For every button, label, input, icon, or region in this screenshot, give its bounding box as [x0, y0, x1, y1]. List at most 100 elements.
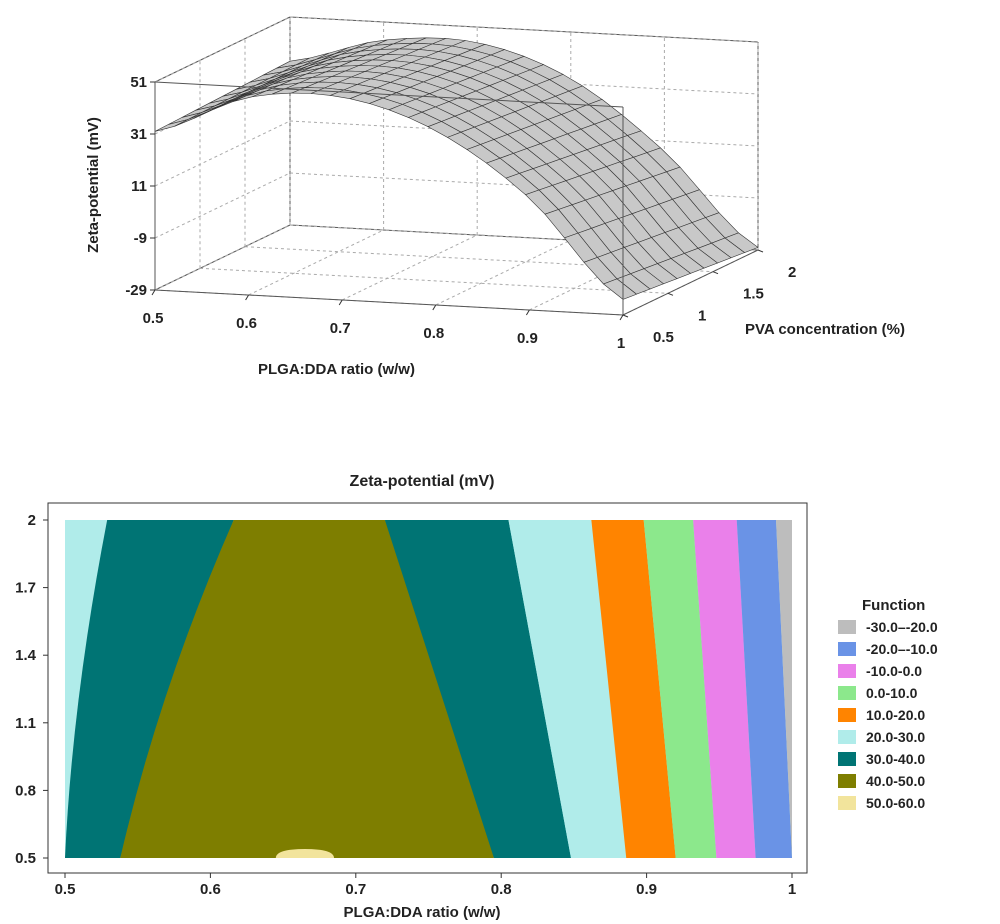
- gridline: [289, 16, 759, 43]
- contour-band-20-30: [508, 520, 627, 858]
- x-tick-label: 0.5: [55, 881, 76, 898]
- x-tick-mark: [525, 309, 530, 316]
- gridline: [199, 267, 669, 294]
- legend-item-label: -30.0–-20.0: [866, 619, 938, 635]
- gridline: [154, 16, 291, 83]
- y-tick-label: 1: [698, 307, 706, 324]
- x-tick-mark: [338, 299, 343, 306]
- legend-swatch: [838, 620, 856, 634]
- legend-swatch: [838, 796, 856, 810]
- surface-y-ticks: 0.5 1 1.5 2: [622, 249, 796, 346]
- contour-plot-frame: [47, 502, 808, 874]
- y-tick-label: 1.5: [743, 286, 764, 303]
- surface-mesh: [154, 37, 759, 300]
- gridline: [154, 172, 291, 239]
- x-tick-mark: [151, 289, 156, 296]
- y-tick-label: 1.4: [15, 647, 37, 664]
- x-tick-mark: [432, 304, 437, 311]
- contour-band-30-40: [384, 520, 571, 858]
- surface-cell: [154, 119, 189, 132]
- y-tick-label: 2: [788, 264, 796, 281]
- y-tick-mark: [757, 249, 764, 253]
- contour-x-ticks: 0.5 0.6 0.7 0.8 0.9 1: [55, 873, 796, 898]
- contour-y-ticks: 0.5 0.8 1.1 1.4 1.7 2: [15, 512, 48, 867]
- contour-plot: Zeta-potential (mV) 0.5 0.6 0.7 0.8 0.9 1 0.5…: [15, 473, 938, 921]
- contour-band--20--10: [736, 520, 792, 858]
- contour-x-axis-label: PLGA:DDA ratio (w/w): [344, 904, 501, 921]
- z-tick-label: 51: [130, 74, 147, 91]
- contour-band-30-40: [65, 520, 234, 858]
- gridline: [248, 229, 384, 296]
- x-tick-label: 0.6: [200, 881, 221, 898]
- gridline: [341, 234, 478, 301]
- box-edge: [154, 289, 624, 316]
- contour-band-10-20: [591, 520, 676, 858]
- surface-z-ticks: -29 -9 11 31 51: [125, 74, 155, 299]
- x-tick-label: 0.9: [636, 881, 657, 898]
- y-tick-label: 0.5: [15, 850, 36, 867]
- legend-item-label: 20.0-30.0: [866, 729, 925, 745]
- surface-cell: [168, 112, 202, 125]
- legend-items: -30.0–-20.0 -20.0–-10.0 -10.0-0.0 0.0-10.0 1…: [838, 619, 938, 811]
- gridline: [154, 224, 291, 291]
- legend-item-label: -10.0-0.0: [866, 663, 922, 679]
- surface-y-axis-label: PVA concentration (%): [745, 321, 905, 338]
- legend: Function -30.0–-20.0 -20.0–-10.0 -10.0-0.0…: [838, 597, 938, 811]
- legend-swatch: [838, 730, 856, 744]
- contour-band-0-10: [643, 520, 717, 858]
- y-tick-mark: [712, 271, 719, 275]
- y-tick-label: 1.1: [15, 715, 36, 732]
- x-tick-label: 0.8: [423, 325, 444, 342]
- legend-title: Function: [862, 597, 925, 614]
- x-tick-label: 0.7: [345, 881, 366, 898]
- legend-swatch: [838, 752, 856, 766]
- y-tick-label: 2: [28, 512, 36, 529]
- surface-x-ticks: 0.5 0.6 0.7 0.8 0.9 1: [143, 289, 625, 352]
- surface-cell: [602, 278, 638, 300]
- z-tick-label: -29: [125, 282, 147, 299]
- contour-band-40-50: [120, 520, 494, 858]
- y-tick-label: 1.7: [15, 580, 36, 597]
- y-tick-mark: [622, 314, 629, 318]
- legend-item-label: 30.0-40.0: [866, 751, 925, 767]
- surface-z-axis-label: Zeta-potential (mV): [85, 117, 102, 253]
- gridline: [154, 120, 291, 187]
- contour-band--10-0: [693, 520, 756, 858]
- x-tick-mark: [619, 314, 624, 321]
- gridline: [435, 239, 572, 306]
- legend-swatch: [838, 664, 856, 678]
- legend-swatch: [838, 686, 856, 700]
- legend-item-label: 10.0-20.0: [866, 707, 925, 723]
- surface-x-axis-label: PLGA:DDA ratio (w/w): [258, 361, 415, 378]
- legend-item-label: 0.0-10.0: [866, 685, 918, 701]
- x-tick-label: 1: [788, 881, 796, 898]
- legend-swatch: [838, 774, 856, 788]
- x-tick-label: 0.9: [517, 330, 538, 347]
- legend-item-label: 40.0-50.0: [866, 773, 925, 789]
- legend-item-label: -20.0–-10.0: [866, 641, 938, 657]
- y-tick-label: 0.8: [15, 782, 36, 799]
- surface-plot: 0.5 0.6 0.7 0.8 0.9 1 0.5 1 1.5 2 -29 -9 11 31 51 PL…: [85, 16, 905, 378]
- x-tick-mark: [245, 294, 250, 301]
- y-tick-label: 0.5: [653, 329, 674, 346]
- contour-band-50-60: [275, 848, 334, 858]
- box-edge: [622, 249, 759, 316]
- x-tick-label: 0.6: [236, 315, 257, 332]
- contour-title: Zeta-potential (mV): [350, 473, 495, 490]
- z-tick-label: 31: [130, 126, 147, 143]
- legend-item-label: 50.0-60.0: [866, 795, 925, 811]
- gridline: [529, 244, 665, 311]
- y-tick-mark: [667, 292, 674, 296]
- x-tick-label: 0.5: [143, 310, 164, 327]
- contour-band--30--20: [776, 520, 792, 858]
- x-tick-label: 0.7: [330, 320, 351, 337]
- box-edge: [154, 81, 624, 108]
- contour-regions: [65, 520, 792, 858]
- x-tick-label: 0.8: [491, 881, 512, 898]
- z-tick-label: -9: [134, 230, 147, 247]
- legend-swatch: [838, 708, 856, 722]
- legend-swatch: [838, 642, 856, 656]
- x-tick-label: 1: [617, 335, 625, 352]
- z-tick-label: 11: [131, 178, 147, 195]
